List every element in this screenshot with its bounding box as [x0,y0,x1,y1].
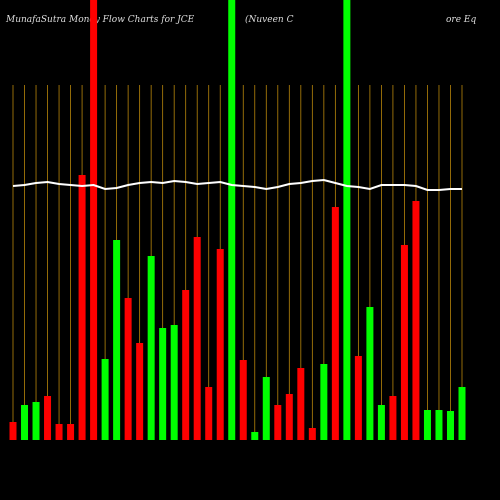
bar [67,424,75,440]
bar [423,410,431,440]
bar [78,175,86,440]
bar [205,387,213,440]
bar [320,364,328,440]
chart-subtitle: (Nuveen C [245,14,294,25]
bar [32,402,40,440]
bar [159,328,167,440]
bar [343,0,351,440]
bar [308,428,316,440]
bar [44,396,52,440]
bar [9,422,17,440]
bar [435,410,443,440]
bar [377,405,385,440]
bar [21,405,29,440]
chart-subtitle: ore Eq [446,15,476,25]
bar [274,405,282,440]
bar [446,411,454,440]
bar [113,240,121,440]
bar [412,201,420,440]
bar [55,424,63,440]
bar [400,245,408,440]
bar [366,307,374,440]
money-flow-line [12,178,462,191]
bar [182,290,190,440]
bar [262,377,270,440]
bar [239,360,247,440]
bar [458,387,466,440]
bar [228,0,236,440]
bar [90,0,98,440]
chart-title: MunafaSutra Money Flow Charts for JCE [5,15,195,25]
bar [297,368,305,440]
bar [389,396,397,440]
bar [216,249,224,440]
bar [251,432,259,440]
bar [136,343,144,440]
bar [285,394,293,440]
bar [193,237,201,440]
bar [354,356,362,440]
bar [124,298,132,440]
bar [170,325,178,440]
bar [101,359,109,440]
bar [331,207,339,440]
bar [147,256,155,440]
